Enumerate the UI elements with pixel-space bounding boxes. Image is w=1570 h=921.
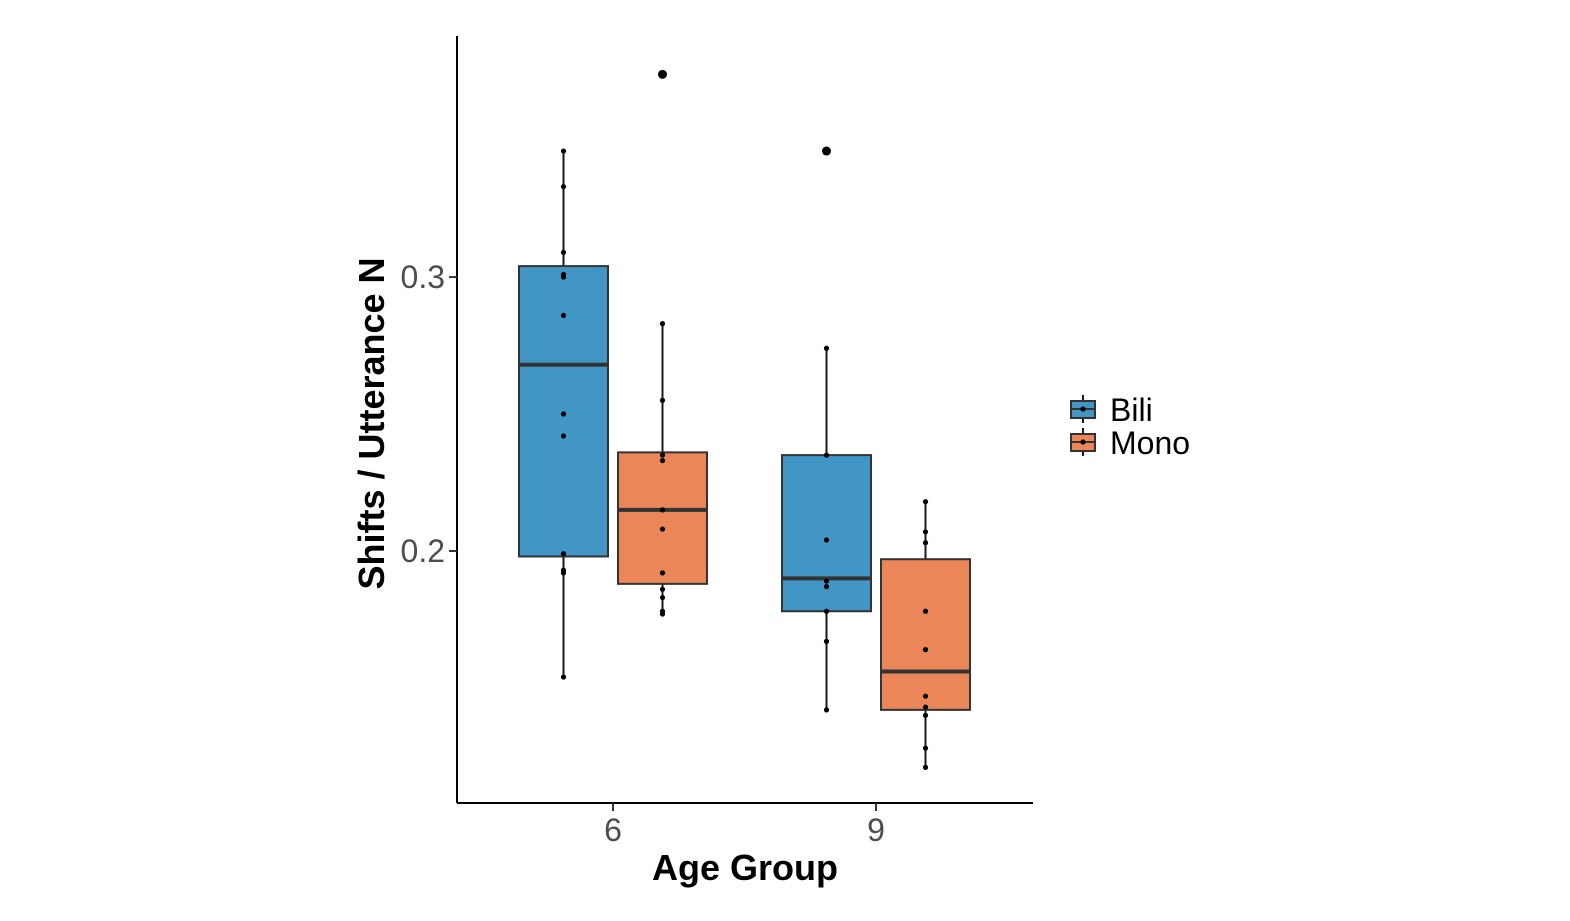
boxes-layer <box>518 151 971 768</box>
data-point <box>560 274 567 280</box>
data-point <box>823 608 830 614</box>
legend-key-point <box>1080 406 1086 412</box>
axes-layer <box>456 36 1033 804</box>
data-point <box>922 647 929 653</box>
data-point <box>560 249 567 256</box>
data-point <box>823 537 830 543</box>
data-point <box>560 411 567 417</box>
legend-item-bili: Bili <box>1070 392 1153 428</box>
data-point <box>922 499 929 505</box>
y-tick-label: 0.3 <box>401 259 445 295</box>
box-body <box>617 451 708 585</box>
y-axis-title: Shifts / Utterance N <box>351 257 392 589</box>
legend-label: Mono <box>1110 425 1190 461</box>
box-body <box>518 265 609 558</box>
data-point <box>922 745 929 751</box>
legend-item-mono: Mono <box>1070 425 1190 461</box>
legend-label: Bili <box>1110 392 1153 428</box>
data-point <box>659 570 666 576</box>
x-tick-label: 6 <box>604 812 622 848</box>
data-point <box>659 507 666 513</box>
box-mono-9 <box>880 501 971 768</box>
points-layer <box>560 69 929 770</box>
y-ticks: 0.2 0.3 <box>401 259 457 569</box>
data-point <box>823 452 830 458</box>
data-point <box>823 345 830 351</box>
data-point <box>560 551 567 557</box>
data-point <box>922 704 929 710</box>
data-point <box>659 457 666 464</box>
data-point <box>659 594 666 601</box>
data-point <box>922 712 929 718</box>
data-point <box>823 638 830 644</box>
y-tick-label: 0.2 <box>401 533 445 569</box>
box-body <box>880 558 971 711</box>
data-point <box>823 583 830 590</box>
data-point <box>659 397 666 403</box>
data-point <box>560 148 567 154</box>
data-point <box>922 540 929 546</box>
data-point <box>659 526 666 532</box>
data-point <box>922 608 929 614</box>
data-point <box>823 707 830 713</box>
data-point <box>560 433 567 439</box>
data-point <box>823 148 830 154</box>
data-point <box>922 529 929 535</box>
data-point <box>659 586 666 592</box>
x-axis-title: Age Group <box>652 847 838 888</box>
data-point <box>560 570 567 576</box>
data-point <box>659 321 666 327</box>
data-point <box>922 693 929 699</box>
data-point <box>659 452 666 458</box>
data-point <box>560 674 567 680</box>
data-point <box>823 578 830 584</box>
data-point <box>659 611 666 617</box>
legend-key-point <box>1080 439 1086 445</box>
x-tick-label: 9 <box>867 812 885 848</box>
data-point <box>560 312 567 319</box>
data-point <box>922 764 929 770</box>
data-point <box>659 71 666 77</box>
data-point <box>560 184 567 190</box>
box-bili-9 <box>781 348 872 710</box>
